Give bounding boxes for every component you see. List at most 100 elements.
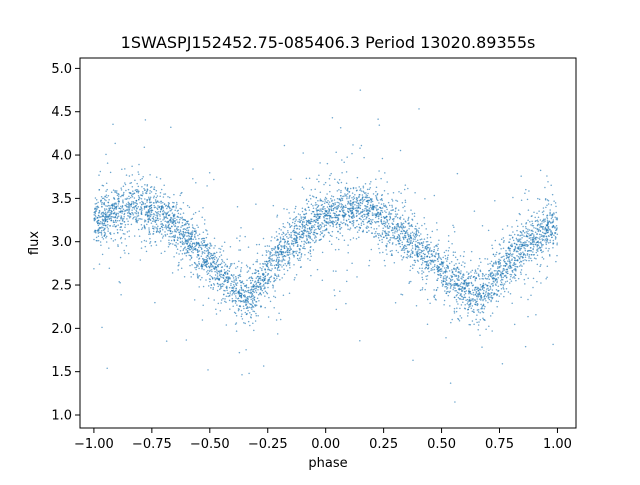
scatter-point <box>249 267 251 270</box>
scatter-point <box>303 224 306 227</box>
scatter-point <box>110 217 112 220</box>
scatter-point <box>147 218 149 221</box>
scatter-point <box>268 278 271 281</box>
scatter-point <box>151 220 154 222</box>
scatter-point <box>503 255 505 257</box>
scatter-point <box>101 184 104 187</box>
scatter-point <box>489 296 491 298</box>
scatter-point <box>328 214 330 216</box>
scatter-point <box>324 224 326 226</box>
scatter-point <box>117 245 119 247</box>
scatter-point <box>148 198 150 200</box>
scatter-point <box>313 231 316 234</box>
scatter-point <box>160 220 162 223</box>
scatter-point <box>368 264 370 267</box>
scatter-point <box>358 217 361 220</box>
scatter-point <box>345 302 347 305</box>
scatter-point <box>445 266 448 269</box>
scatter-point <box>526 254 529 256</box>
scatter-point <box>183 247 186 249</box>
scatter-point <box>544 232 547 235</box>
scatter-point <box>152 230 155 233</box>
scatter-point <box>515 279 517 282</box>
scatter-point <box>347 228 349 230</box>
scatter-point <box>552 219 555 221</box>
scatter-point <box>288 212 290 214</box>
scatter-point <box>157 205 159 207</box>
scatter-point <box>530 250 532 252</box>
scatter-point <box>453 307 456 310</box>
scatter-point <box>100 232 103 234</box>
scatter-point <box>505 254 508 257</box>
scatter-point <box>117 195 120 198</box>
scatter-point <box>265 291 268 294</box>
scatter-point <box>546 199 549 201</box>
scatter-point <box>482 317 484 319</box>
scatter-point <box>148 214 150 217</box>
scatter-point <box>264 286 266 288</box>
scatter-point <box>381 238 383 241</box>
scatter-point <box>483 287 486 289</box>
scatter-point <box>513 268 515 271</box>
scatter-point <box>182 233 185 235</box>
scatter-point <box>241 262 243 264</box>
scatter-point <box>312 220 314 223</box>
scatter-point <box>277 253 280 255</box>
scatter-point <box>104 232 107 234</box>
scatter-point <box>115 191 117 193</box>
scatter-point <box>247 309 249 312</box>
scatter-point <box>254 305 257 307</box>
scatter-point <box>162 201 164 204</box>
scatter-point <box>344 193 346 195</box>
scatter-point <box>255 284 257 286</box>
scatter-point <box>454 287 456 289</box>
scatter-point <box>383 259 386 262</box>
scatter-point <box>233 293 236 295</box>
scatter-point <box>144 202 147 205</box>
scatter-point <box>249 296 251 299</box>
scatter-point <box>415 233 417 236</box>
scatter-point <box>234 312 237 314</box>
scatter-point <box>355 209 357 212</box>
scatter-point <box>106 205 109 207</box>
scatter-point <box>102 220 105 222</box>
scatter-point <box>472 284 474 286</box>
scatter-point <box>143 224 146 227</box>
scatter-point <box>416 222 419 225</box>
scatter-point <box>475 292 478 294</box>
scatter-point <box>319 233 322 236</box>
scatter-point <box>186 247 189 250</box>
scatter-point <box>510 245 512 247</box>
scatter-point <box>231 263 233 265</box>
scatter-point <box>142 192 144 195</box>
scatter-point <box>112 240 115 242</box>
scatter-point <box>94 212 97 214</box>
scatter-point <box>243 294 246 296</box>
scatter-point <box>281 259 283 261</box>
scatter-point <box>238 292 241 295</box>
scatter-point <box>324 196 327 199</box>
scatter-point <box>480 289 482 291</box>
scatter-point <box>255 304 258 307</box>
scatter-point <box>443 303 445 306</box>
scatter-point <box>116 228 119 231</box>
scatter-point <box>285 250 287 253</box>
scatter-point <box>121 229 124 232</box>
scatter-point <box>212 286 215 289</box>
scatter-point <box>288 292 291 295</box>
scatter-point <box>141 209 143 211</box>
scatter-point <box>149 201 151 204</box>
scatter-point <box>267 282 270 284</box>
scatter-point <box>524 249 527 252</box>
scatter-point <box>447 235 450 237</box>
scatter-point <box>283 259 286 261</box>
scatter-point <box>548 254 551 256</box>
scatter-point <box>304 247 306 250</box>
scatter-point <box>269 264 272 266</box>
scatter-point <box>384 216 386 219</box>
scatter-point <box>289 245 291 247</box>
scatter-point <box>110 209 112 212</box>
scatter-point <box>225 301 227 304</box>
scatter-point <box>103 202 106 204</box>
scatter-point <box>494 255 496 258</box>
